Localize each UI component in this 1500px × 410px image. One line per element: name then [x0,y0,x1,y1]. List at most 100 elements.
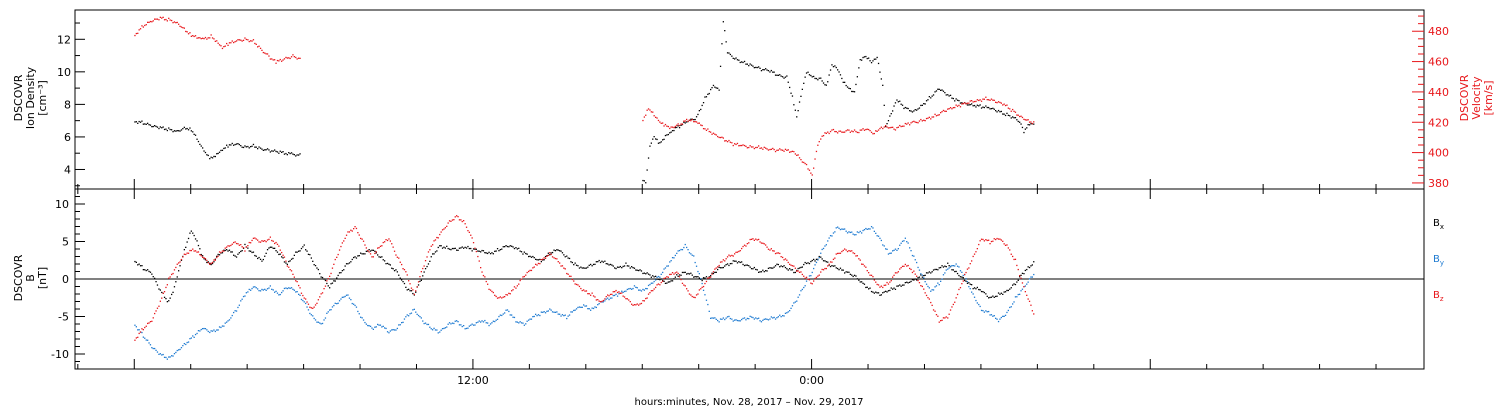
bz-point [441,229,444,231]
velocity-point [742,144,744,146]
bz-point [1004,244,1007,246]
bx-point [333,280,335,282]
bz-point [402,268,404,270]
density-point [285,152,287,155]
bx-point [213,261,215,263]
bz-point [607,294,609,296]
bz-point [1006,244,1008,246]
bz-point [204,258,207,260]
density-point [659,142,661,144]
bx-point [653,276,655,278]
bz-point [244,250,246,252]
by-point [165,356,167,359]
by-point [597,304,599,306]
by-point [316,321,318,323]
by-point [588,308,590,310]
by-point [386,331,389,333]
by-point [281,291,283,294]
by-point [218,326,221,328]
legend-bz-label: B [1433,290,1440,301]
bx-point [334,280,336,282]
velocity-point [995,101,997,103]
bz-point [480,267,482,269]
bx-point [422,275,424,277]
by-point [547,310,549,312]
velocity-point [763,146,765,148]
density-point [684,122,686,124]
density-point [185,128,187,130]
bx-point [461,246,463,248]
bz-point [726,256,729,258]
bz-point [523,275,525,278]
bx-point [274,247,276,249]
by-point [954,265,956,267]
bz-point [631,303,633,305]
bx-point [172,291,174,293]
by-point [420,317,422,319]
velocity-point [861,129,863,131]
by-point [937,282,939,284]
bz-point [405,271,407,273]
bx-point [783,265,785,267]
by-point [865,227,867,230]
bx-point [217,253,219,256]
velocity-point [759,147,761,149]
by-point [853,234,856,236]
bx-point [278,253,280,256]
bz-point [269,236,271,238]
bottom-left-tick-label: -5 [58,311,69,324]
by-point [887,253,890,255]
density-point [869,60,871,62]
bz-point [190,249,192,252]
density-point [145,123,147,125]
bx-point [575,264,578,266]
velocity-point [700,124,702,126]
density-point [1033,123,1035,125]
velocity-point [242,39,245,41]
bz-point [176,263,178,265]
by-point [401,322,403,324]
by-point [432,329,434,331]
by-point [523,324,525,326]
by-point [721,318,723,320]
density-point [846,86,849,88]
bz-point [695,294,698,296]
velocity-point [975,100,977,103]
velocity-point [791,150,794,152]
bz-point [436,236,438,239]
bx-point [710,275,712,277]
by-point [667,265,669,267]
bx-point [158,288,160,290]
bx-point [590,263,592,266]
bx-point [489,253,492,255]
by-point [704,294,706,296]
top-right-tick-label: 420 [1428,116,1449,129]
bx-point [979,289,981,291]
bx-point [725,264,727,266]
bx-point [305,249,307,251]
by-point [581,306,583,308]
bz-point [894,272,897,274]
bz-point [666,276,668,278]
by-point [938,284,940,286]
bz-point [1030,304,1032,306]
density-point [855,83,857,86]
legend-bz: Bz [1433,290,1444,303]
by-point [358,313,360,315]
velocity-point [875,130,877,132]
velocity-point [774,150,777,153]
bz-point [410,287,413,289]
bz-point [844,248,846,250]
bz-point [1000,239,1002,241]
velocity-point [144,24,146,27]
bx-point [368,249,370,251]
bz-point [389,240,391,242]
velocity-point [272,59,274,61]
by-point [738,320,740,322]
by-point [227,320,229,322]
velocity-point [885,125,887,127]
bx-point [492,253,494,255]
bz-point [178,262,180,264]
density-point [279,150,281,152]
bx-point [204,259,207,261]
